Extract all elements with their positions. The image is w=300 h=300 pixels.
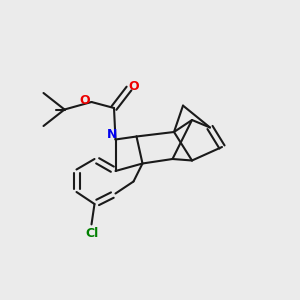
Text: Cl: Cl [85, 227, 98, 240]
Text: O: O [80, 94, 90, 107]
Text: N: N [107, 128, 117, 142]
Text: O: O [128, 80, 139, 94]
